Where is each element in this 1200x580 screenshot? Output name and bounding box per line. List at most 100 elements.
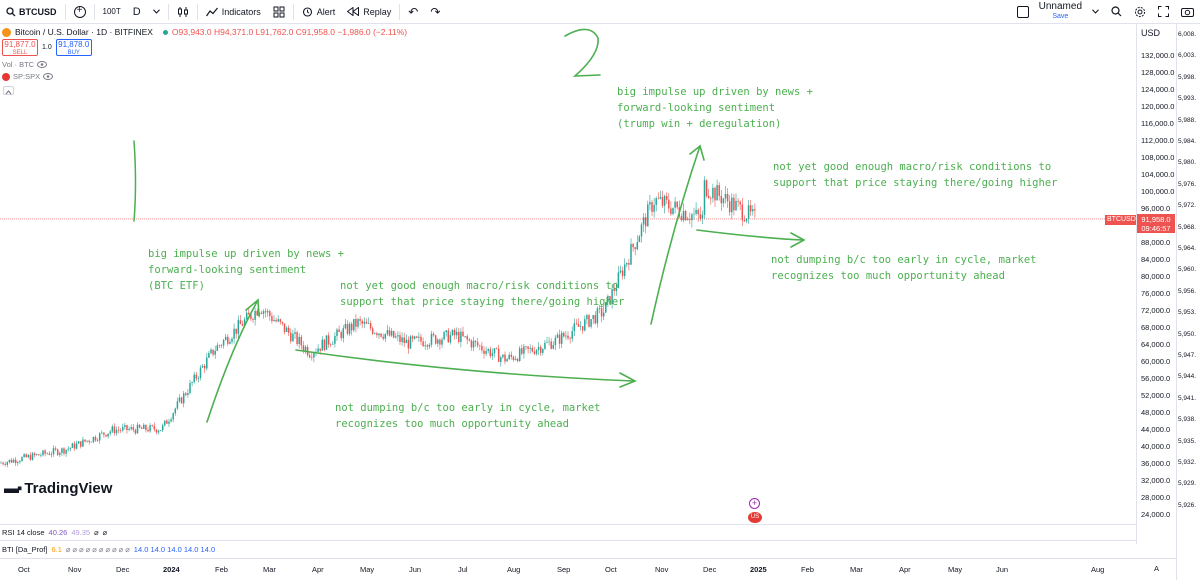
candle-body [516, 358, 519, 362]
candle-body [302, 345, 305, 351]
eye-icon[interactable] [43, 73, 54, 80]
volume-label: Vol · BTC [2, 60, 35, 69]
layout-dropdown[interactable] [1086, 0, 1105, 24]
candle-body [189, 383, 191, 394]
candle-body [54, 448, 57, 450]
candle-body [586, 315, 588, 320]
candle-body [172, 413, 174, 420]
candle-body [216, 345, 219, 351]
candle-body [283, 323, 286, 332]
candle-body [619, 270, 622, 273]
drawing-numeral-one[interactable] [133, 140, 137, 222]
secondary-price-scale[interactable]: 6,008. 6,003. 5,998. 5,993. 5,988. 5,984. 5,98… [1176, 24, 1200, 580]
candle-body [617, 272, 620, 288]
candle-body [254, 310, 256, 320]
price-tick-label: 120,000.0 [1141, 102, 1175, 111]
spx-legend[interactable]: SP:SPX [2, 72, 54, 81]
candle-body [710, 198, 712, 199]
bitcoin-logo-icon [2, 27, 11, 37]
drawing-impulse-arrow-2[interactable] [650, 145, 701, 325]
drawing-arrowhead-2[interactable] [619, 372, 637, 388]
candlestick-chart[interactable] [0, 24, 1136, 524]
annotation-etf-range: not yet good enough macro/risk condition… [340, 280, 625, 308]
compare-button[interactable]: + [68, 0, 92, 24]
auto-scale-button[interactable]: A [1154, 564, 1160, 573]
candle-body [235, 328, 237, 334]
candle-body [432, 333, 435, 336]
alert-button[interactable]: Alert [296, 0, 342, 24]
sell-button[interactable]: 91,877.0 SELL [2, 39, 38, 56]
interval-dropdown[interactable] [147, 0, 166, 24]
candle-body [533, 351, 536, 354]
redo-button[interactable]: ↷ [430, 4, 441, 19]
candle-body [451, 329, 454, 335]
candle-body [718, 185, 720, 196]
candle-body [143, 424, 145, 429]
eye-icon[interactable] [37, 61, 48, 68]
drawing-arrowhead-3[interactable] [689, 144, 705, 161]
add-event-button[interactable]: + [749, 498, 760, 509]
candle-body [493, 348, 496, 354]
rsi-pane[interactable]: RSI 14 close 40.26 49.35 ⌀ ⌀ [0, 524, 1136, 540]
buy-price: 91,878.0 [58, 40, 90, 49]
undo-button[interactable]: ↶ [408, 4, 419, 19]
time-tick-label: Mar [850, 565, 863, 574]
candle-body [304, 346, 307, 351]
divider [167, 3, 169, 20]
layout-name-button[interactable]: Unnamed Save [1035, 1, 1086, 22]
fullscreen-button[interactable] [1152, 0, 1175, 24]
buy-button[interactable]: 91,878.0 BUY [55, 39, 92, 56]
layout-icon-button[interactable] [1011, 0, 1035, 24]
drawing-support-arrow-1[interactable] [295, 349, 634, 382]
bti-pane[interactable]: BTI [Da_Prof] 6.1 ⌀ ⌀ ⌀ ⌀ ⌀ ⌀ ⌀ ⌀ ⌀ ⌀ 14… [0, 540, 1136, 558]
replay-button[interactable]: Replay [341, 0, 397, 24]
candle-body [474, 340, 477, 343]
layout-button[interactable] [267, 0, 291, 24]
drawing-arrowhead-4[interactable] [790, 232, 806, 248]
time-scale[interactable]: Oct Nov Dec 2024 Feb Mar Apr May Jun Jul Aug Sep Oct… [0, 558, 1176, 580]
candle-body [243, 319, 246, 326]
indicators-button[interactable]: Indicators [200, 0, 267, 24]
currency-selector[interactable]: USD [1141, 28, 1161, 38]
drawing-arrowhead-1[interactable] [245, 298, 260, 317]
candle-body [273, 319, 275, 322]
chart-pane[interactable] [0, 24, 1136, 524]
us-flag-icon[interactable]: US [748, 512, 762, 523]
candle-body [674, 201, 676, 208]
annotation-etf-support: not dumping b/c too early in cycle, mark… [335, 402, 601, 430]
candle-body [495, 348, 498, 349]
search-icon [6, 6, 16, 16]
ohlc-values: O93,943.0 H94,371.0 L91,762.0 C91,958.0 … [171, 27, 408, 37]
candle-body [550, 341, 552, 349]
drawing-support-arrow-2[interactable] [696, 229, 804, 241]
secondary-price-tick-label: 5,960. [1178, 266, 1197, 274]
drawing-impulse-arrow-1[interactable] [206, 299, 259, 423]
candle-body [428, 344, 431, 347]
volume-legend[interactable]: Vol · BTC [2, 60, 48, 69]
secondary-price-tick-label: 5,980. [1178, 159, 1197, 167]
settings-button[interactable] [1128, 0, 1152, 24]
chart-type-button[interactable] [171, 0, 195, 24]
candle-body [392, 330, 395, 338]
annotation-election-range: not yet good enough macro/risk condition… [773, 161, 1058, 189]
candle-body [686, 219, 689, 221]
drawing-numeral-two[interactable] [564, 28, 601, 77]
candle-body [111, 426, 114, 432]
snapshot-button[interactable] [1175, 0, 1200, 24]
secondary-price-tick-label: 5,935. [1178, 437, 1197, 445]
price-tick-label: 32,000.0 [1141, 476, 1171, 485]
candle-body [382, 336, 384, 339]
secondary-price-tick-label: 5,956. [1178, 287, 1197, 295]
collapse-legend-button[interactable] [3, 86, 14, 95]
symbol-search[interactable]: BTCUSD [0, 0, 63, 24]
candle-body [554, 337, 557, 345]
search-button[interactable] [1105, 0, 1128, 24]
time-tick-label: Jun [409, 565, 422, 574]
chevron-down-icon [1092, 9, 1099, 14]
annotation-election-impulse: big impulse up driven by news + forward-… [617, 86, 813, 130]
candle-body [149, 425, 151, 432]
candle-body [82, 439, 84, 447]
interval-button[interactable]: D [132, 5, 141, 18]
candle-body [556, 334, 559, 338]
interval-hint[interactable]: 100T [102, 7, 121, 16]
